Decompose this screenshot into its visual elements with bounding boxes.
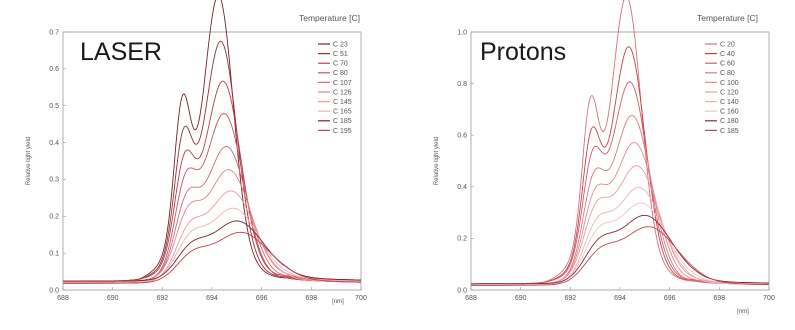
laser-y-tick-label: 0.3	[49, 177, 59, 184]
laser-legend-label: C 195	[333, 128, 352, 135]
protons-series-line	[471, 214, 769, 285]
protons-legend-label: C 180	[720, 118, 739, 125]
laser-legend-label: C 126	[333, 89, 352, 96]
laser-series-line	[63, 231, 361, 284]
laser-y-tick-label: 0.5	[49, 103, 59, 110]
protons-legend: C 20 C 40 C 60 C 80 C 100 C 120 C 140 C 160 C 18…	[705, 41, 739, 135]
laser-legend-label: C 185	[333, 118, 352, 125]
protons-panel-title: Protons	[480, 38, 566, 66]
laser-legend-label: C 165	[333, 109, 352, 116]
protons-x-tick-label: 688	[465, 295, 477, 302]
protons-series-line	[471, 202, 769, 285]
laser-legend-label: C 23	[333, 41, 348, 48]
protons-x-tick-label: 698	[713, 295, 725, 302]
protons-x-tick-label: 692	[564, 295, 576, 302]
protons-legend-label: C 80	[720, 70, 735, 77]
laser-legend-label: C 107	[333, 80, 352, 87]
protons-series-line	[471, 226, 770, 286]
laser-axis-ticks: 688 690 692 694 696 698 700 0.0 0.1 0.2 0.3 0.4 0.5 0…	[49, 29, 367, 302]
protons-legend-label: C 100	[720, 80, 739, 87]
laser-legend: C 23 C 51 C 70 C 80 C 107 C 126 C 145 C 165 C 18…	[318, 41, 352, 135]
laser-x-axis-unit: [nm]	[332, 299, 344, 305]
laser-legend-title: Temperature [C]	[299, 13, 360, 23]
protons-legend-label: C 60	[720, 61, 735, 68]
protons-panel: Protons Relative light yield [nm] Temper…	[434, 0, 775, 315]
laser-x-tick-label: 690	[107, 295, 119, 302]
protons-legend-label: C 140	[720, 99, 739, 106]
protons-x-tick-label: 700	[763, 295, 775, 302]
protons-y-tick-label: 0.6	[457, 133, 467, 140]
protons-y-tick-label: 0.4	[457, 184, 467, 191]
protons-legend-label: C 120	[720, 89, 739, 96]
protons-y-tick-label: 1.0	[457, 29, 467, 36]
laser-y-tick-label: 0.6	[49, 66, 59, 73]
laser-y-tick-label: 0.4	[49, 140, 59, 147]
laser-x-tick-label: 688	[57, 295, 69, 302]
laser-legend-label: C 51	[333, 51, 348, 58]
laser-x-tick-label: 694	[206, 295, 218, 302]
laser-x-tick-label: 700	[355, 295, 367, 302]
protons-x-axis-unit: [nm]	[737, 309, 749, 315]
laser-series-line	[63, 220, 361, 282]
protons-series-lines	[471, 0, 770, 286]
laser-y-tick-label: 0.1	[49, 250, 59, 257]
protons-y-tick-label: 0.0	[457, 287, 467, 294]
protons-y-tick-label: 0.8	[457, 81, 467, 88]
laser-y-axis-label: Relative light yield	[26, 137, 32, 185]
protons-x-tick-label: 690	[515, 295, 527, 302]
protons-legend-label: C 160	[720, 109, 739, 116]
protons-y-tick-label: 0.2	[457, 236, 467, 243]
protons-axis-ticks: 688 690 692 694 696 698 700 0.0 0.2 0.4 0.6 0.8 1.0	[457, 29, 775, 302]
protons-legend-label: C 40	[720, 51, 735, 58]
laser-panel: LASER Relative light yield [nm] Temperat…	[26, 0, 367, 305]
laser-legend-label: C 80	[333, 70, 348, 77]
laser-x-tick-label: 696	[256, 295, 268, 302]
protons-x-tick-label: 696	[664, 295, 676, 302]
laser-panel-title: LASER	[80, 38, 162, 66]
laser-x-tick-label: 692	[156, 295, 168, 302]
protons-legend-label: C 185	[720, 128, 739, 135]
laser-series-lines	[63, 0, 361, 284]
protons-legend-label: C 20	[720, 41, 735, 48]
laser-legend-label: C 70	[333, 61, 348, 68]
laser-y-tick-label: 0.0	[49, 287, 59, 294]
protons-x-tick-label: 694	[614, 295, 626, 302]
protons-y-axis-label: Relative light yield	[434, 137, 440, 185]
laser-x-tick-label: 698	[305, 295, 317, 302]
laser-y-tick-label: 0.2	[49, 214, 59, 221]
laser-legend-label: C 145	[333, 99, 352, 106]
protons-legend-title: Temperature [C]	[697, 13, 758, 23]
laser-y-tick-label: 0.7	[49, 29, 59, 36]
